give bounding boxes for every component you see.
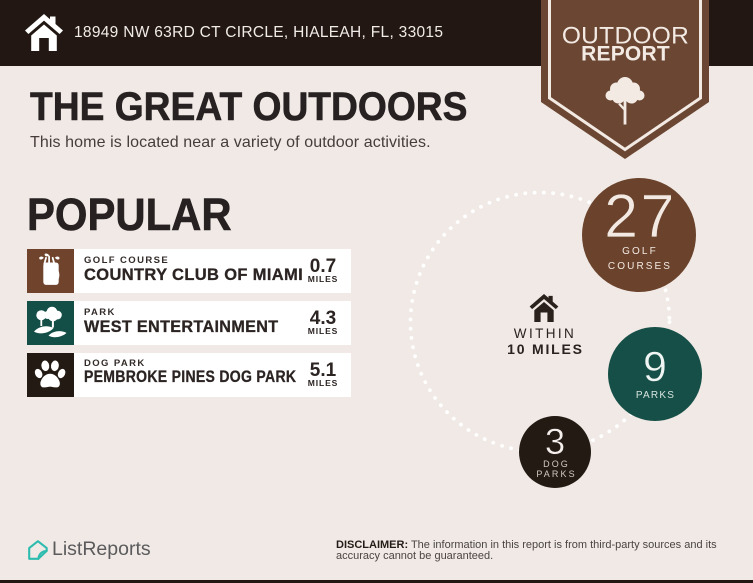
svg-text:OUTDOOR: OUTDOOR <box>562 23 689 50</box>
svg-text:REPORT: REPORT <box>581 43 670 66</box>
